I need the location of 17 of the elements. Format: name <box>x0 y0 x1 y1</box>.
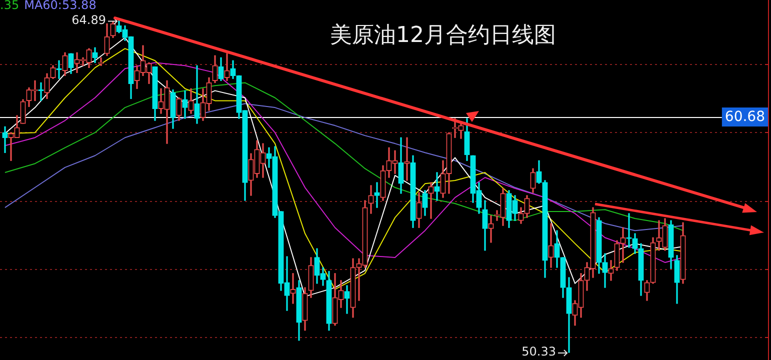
annotation: 64.89 <box>72 12 106 27</box>
candlestick <box>404 137 410 181</box>
annotation: MA60:53.88 <box>24 0 96 12</box>
candlestick <box>290 273 296 304</box>
candlestick <box>626 213 632 248</box>
candlestick <box>608 260 614 281</box>
candlestick <box>374 182 380 208</box>
candlestick <box>98 57 104 66</box>
annotation: 50.33 <box>522 344 556 359</box>
candlestick <box>488 215 494 243</box>
annotation: .35 <box>0 0 20 12</box>
ref-line-label: 60.68 <box>724 109 766 126</box>
text: 美原油12月合约日线图 <box>330 22 556 50</box>
candlestick <box>434 172 440 201</box>
candlestick <box>428 182 434 219</box>
candlestick <box>620 227 626 263</box>
candlestick <box>2 126 8 153</box>
